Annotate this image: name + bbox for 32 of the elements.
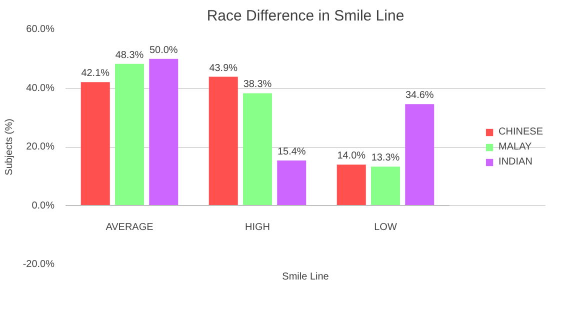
data-label: 34.6% [405,90,434,102]
bar [336,164,366,206]
legend-label: INDIAN [498,156,532,167]
y-tick-label: 60.0% [26,24,55,35]
bar [405,104,434,206]
legend-label: MALAY [498,141,532,152]
bar [80,82,110,206]
data-label: 48.3% [115,50,144,61]
data-label: 42.1% [81,68,110,80]
data-label: 13.3% [371,152,400,164]
bar [277,160,306,206]
data-label: 38.3% [243,79,272,90]
chart-title: Race Difference in Smile Line [206,8,404,24]
bar [208,76,238,206]
x-tick-label: HIGH [245,222,270,233]
legend-label: CHINESE [498,126,543,137]
data-label: 15.4% [277,146,306,158]
y-tick-label: 20.0% [26,142,55,152]
x-tick-label: LOW [374,222,398,233]
data-label: 43.9% [209,62,238,74]
y-axis-title: Subjects (%) [4,118,15,176]
x-axis-title: Smile Line [282,272,330,282]
bar [242,93,272,206]
bar [370,166,400,206]
bar [114,64,144,206]
data-label: 50.0% [149,44,178,56]
y-tick-label: 0.0% [32,200,55,212]
y-tick-label: -20.0% [22,259,55,270]
y-tick-label: 40.0% [26,82,55,94]
bar [149,58,178,206]
data-label: 14.0% [337,150,366,162]
x-tick-label: AVERAGE [106,222,154,233]
